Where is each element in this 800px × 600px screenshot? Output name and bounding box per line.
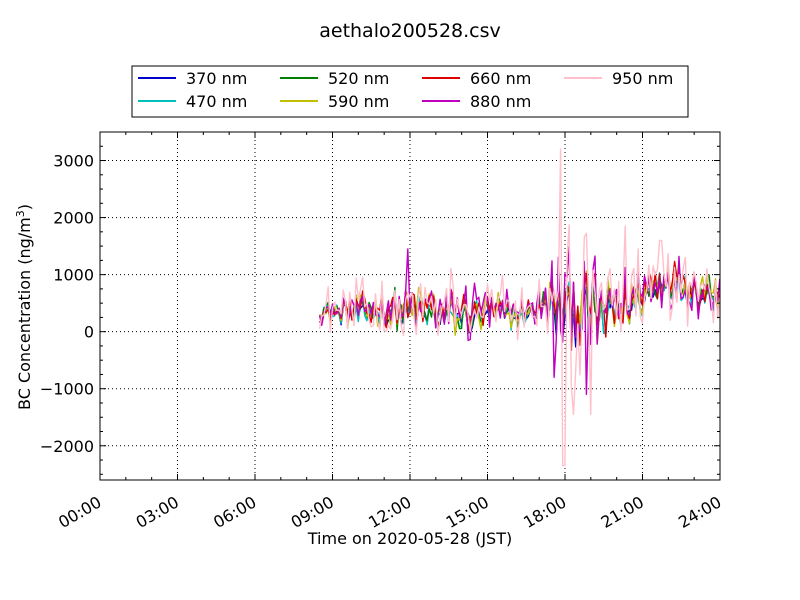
series-line <box>318 148 720 467</box>
legend-label: 660 nm <box>470 69 531 88</box>
x-axis-label: Time on 2020-05-28 (JST) <box>307 529 512 548</box>
legend-label: 520 nm <box>328 69 389 88</box>
legend-label: 470 nm <box>186 92 247 111</box>
axis-ticks <box>99 131 721 480</box>
legend-label: 950 nm <box>612 69 673 88</box>
legend-label: 590 nm <box>328 92 389 111</box>
y-axis-label-superscript: 3 <box>14 210 27 217</box>
y-tick-label: 0 <box>84 323 94 342</box>
grid <box>100 132 720 480</box>
series-lines <box>318 148 720 467</box>
legend-label: 880 nm <box>470 92 531 111</box>
y-tick-label: 3000 <box>53 152 94 171</box>
y-axis-label: BC Concentration (ng/m3) <box>14 204 34 410</box>
chart-title: aethalo200528.csv <box>319 20 501 42</box>
y-tick-label: −1000 <box>40 380 94 399</box>
legend-frame <box>131 65 689 118</box>
y-tick-label: −2000 <box>40 437 94 456</box>
legend: 370 nm 470 nm 520 nm 590 nm 660 nm 880 nm 950 … <box>131 65 689 118</box>
y-axis-label-tail: ) <box>15 204 34 210</box>
legend-label: 370 nm <box>186 69 247 88</box>
y-tick-label: 2000 <box>53 209 94 228</box>
y-axis-label-main: BC Concentration (ng/m <box>15 217 34 410</box>
y-tick-label: 1000 <box>53 266 94 285</box>
